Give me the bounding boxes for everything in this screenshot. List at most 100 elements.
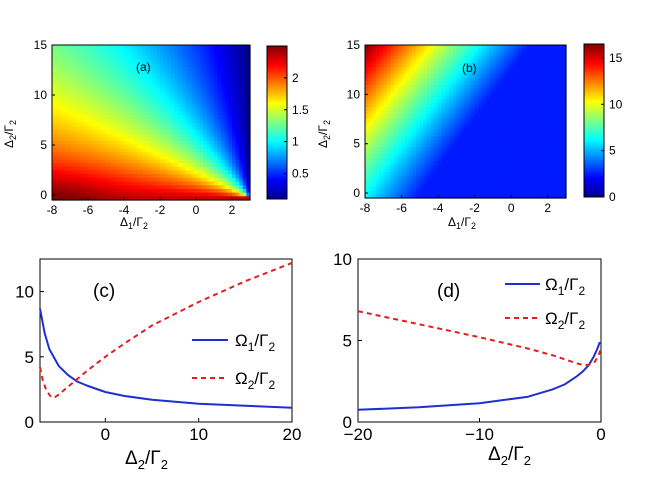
heat-cell: [98, 100, 103, 105]
heat-cell: [423, 55, 428, 61]
heat-cell: [192, 85, 197, 90]
heat-cell: [375, 176, 381, 181]
heat-cell: [221, 188, 226, 194]
heat-cell: [156, 126, 161, 131]
heat-cell: [239, 104, 244, 109]
heat-cell: [558, 190, 563, 195]
heat-cell: [423, 88, 428, 93]
heat-cell: [120, 133, 125, 138]
heat-cell: [423, 176, 428, 181]
heat-cell: [160, 100, 165, 105]
heat-cell: [102, 52, 107, 57]
heat-cell: [192, 163, 197, 168]
heat-cell: [109, 159, 114, 164]
heat-cell: [394, 117, 399, 123]
heat-cell: [533, 168, 538, 174]
heat-cell: [62, 152, 67, 157]
heat-cell: [394, 139, 399, 144]
heat-cell: [489, 66, 494, 72]
heat-cell: [120, 85, 125, 90]
heat-cell: [170, 118, 175, 124]
heat-cell: [224, 148, 229, 153]
heat-cell: [70, 100, 75, 105]
heat-cell: [152, 177, 157, 183]
heat-cell: [224, 74, 229, 79]
heat-cell: [131, 92, 136, 98]
heat-cell: [496, 70, 501, 75]
heat-cell: [390, 125, 395, 130]
heat-cell: [449, 110, 454, 115]
heat-cell: [77, 63, 82, 68]
heat-cell: [452, 161, 457, 166]
heat-cell: [547, 81, 552, 86]
heat-cell: [427, 125, 432, 130]
heat-cell: [156, 155, 161, 160]
heat-cell: [416, 77, 421, 83]
heat-cell: [540, 132, 545, 137]
heat-cell: [217, 100, 222, 105]
heat-cell: [434, 187, 439, 192]
heat-cell: [127, 118, 132, 124]
heat-cell: [467, 63, 472, 68]
heat-cell: [514, 110, 520, 115]
heat-cell: [522, 183, 527, 188]
heat-cell: [470, 157, 476, 163]
heat-cell: [441, 59, 446, 64]
heat-cell: [91, 152, 96, 157]
heat-cell: [188, 133, 193, 138]
heat-cell: [394, 106, 399, 112]
heat-cell: [522, 147, 527, 152]
heat-cell: [203, 129, 208, 135]
heat-cell: [379, 172, 384, 177]
heat-cell: [456, 125, 461, 130]
heat-cell: [91, 155, 96, 160]
heat-cell: [489, 161, 494, 166]
heat-cell: [138, 89, 143, 94]
heat-cell: [522, 132, 527, 137]
heat-cell: [496, 121, 501, 126]
heat-cell: [106, 140, 111, 146]
heat-cell: [423, 147, 428, 152]
heat-cell: [438, 52, 443, 57]
heat-cell: [239, 170, 244, 175]
heat-cell: [518, 88, 523, 93]
heat-cell: [66, 133, 71, 138]
heat-cell: [438, 143, 443, 148]
heat-cell: [470, 110, 476, 115]
heat-cell: [84, 107, 89, 113]
heat-cell: [145, 188, 150, 194]
heat-cell: [102, 89, 107, 94]
heat-cell: [492, 121, 498, 126]
heat-cell: [390, 150, 395, 155]
heat-cell: [463, 117, 468, 123]
heat-cell: [551, 168, 556, 174]
heat-cell: [66, 159, 71, 164]
heat-cell: [206, 126, 211, 131]
heat-cell: [478, 88, 483, 93]
heat-cell: [149, 52, 154, 57]
heat-cell: [113, 59, 118, 65]
heat-cell: [59, 104, 64, 109]
heat-cell: [66, 148, 71, 153]
heat-cell: [518, 139, 523, 144]
heat-cell: [536, 176, 542, 181]
heat-cell: [423, 154, 428, 159]
heat-cell: [170, 100, 175, 105]
heat-cell: [109, 67, 114, 72]
heat-cell: [434, 161, 439, 166]
heat-cell: [383, 183, 388, 188]
heat-cell: [518, 121, 523, 126]
heat-cell: [224, 78, 229, 83]
heat-cell: [84, 185, 89, 190]
heat-cell: [102, 188, 107, 194]
heat-cell: [192, 148, 197, 153]
heat-cell: [228, 196, 233, 201]
heat-cell: [514, 150, 520, 155]
heat-cell: [156, 63, 161, 68]
heat-cell: [116, 148, 121, 153]
heat-cell: [383, 168, 388, 174]
heat-cell: [558, 179, 563, 185]
heat-cell: [62, 126, 67, 131]
heat-cell: [242, 67, 247, 72]
heat-cell: [181, 81, 186, 87]
